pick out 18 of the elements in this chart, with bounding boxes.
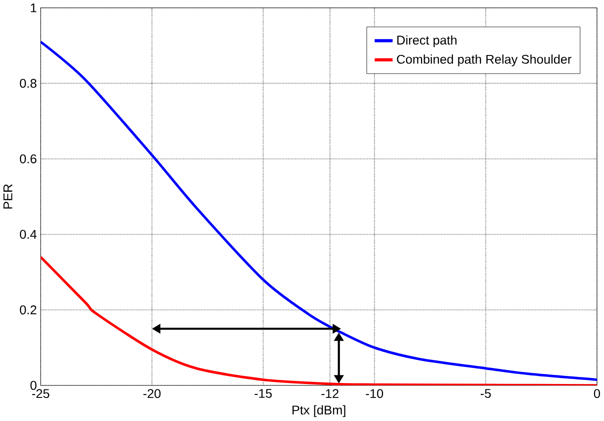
y-axis-title: PER (4, 184, 12, 209)
y-tick-label: 0.2 (20, 306, 36, 315)
x-tick-label: 0 (594, 389, 600, 398)
y-tick-label: 1 (30, 4, 36, 12)
x-tick-label: -20 (143, 389, 161, 398)
x-axis-title: Ptx [dBm] (292, 405, 346, 418)
x-tick-label: -15 (254, 389, 272, 398)
y-tick-label: 0.8 (20, 79, 36, 88)
x-tick-label: -12 (321, 389, 338, 398)
y-tick-label: 0.6 (20, 154, 36, 164)
y-tick-label: 0.4 (20, 230, 37, 240)
line-series (40, 256, 597, 386)
x-tick-label: -10 (366, 389, 384, 398)
x-tick-label: -5 (480, 389, 491, 398)
legend-label: Direct path (397, 36, 456, 48)
y-tick-label: 0 (30, 381, 36, 390)
legend-label: Combined path Relay Shoulder (396, 54, 572, 66)
x-tick-label: -25 (32, 389, 50, 398)
